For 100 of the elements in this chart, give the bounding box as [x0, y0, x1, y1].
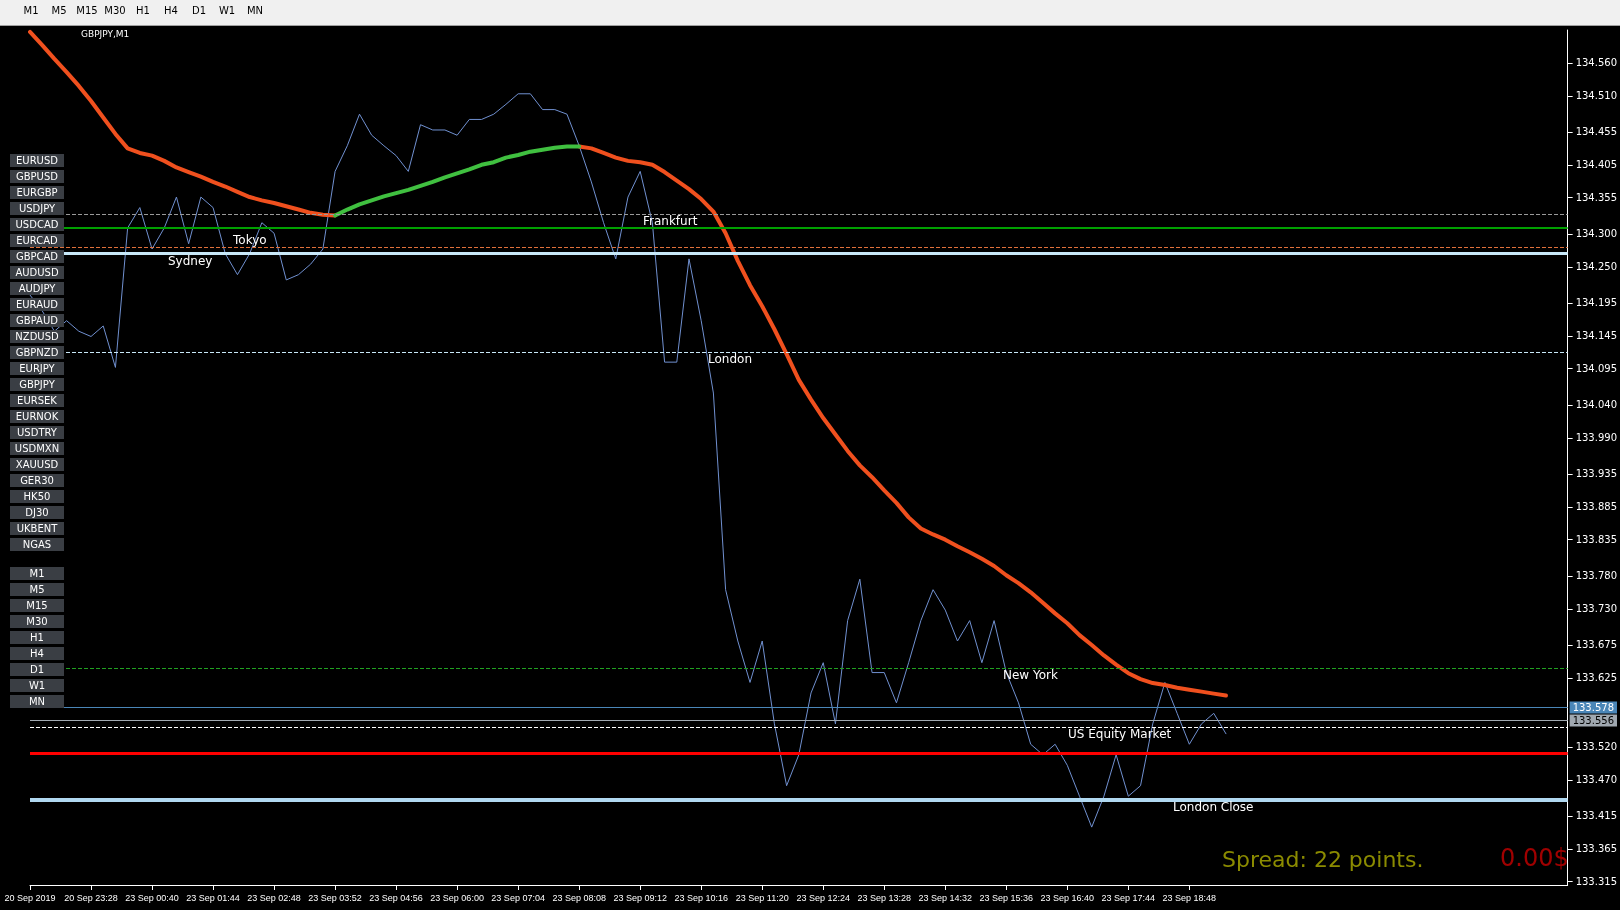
annotation: M5: [10, 583, 64, 596]
ref-line-label: Sydney: [168, 253, 213, 268]
text: MN: [245, 5, 265, 16]
x-tick-label: 20 Sep 2019: [4, 892, 56, 903]
y-tick-label: 134.195: [1575, 297, 1618, 309]
annotation: HK50: [10, 490, 64, 503]
annotation: DJ30: [10, 506, 64, 519]
x-tick-label: 23 Sep 17:44: [1101, 892, 1156, 903]
annotation: NGAS: [10, 538, 64, 551]
text: M1: [22, 5, 40, 16]
x-tick-label: 23 Sep 00:40: [125, 892, 179, 903]
x-tick-label: 23 Sep 06:00: [430, 892, 484, 903]
annotation: GBPJPY: [10, 378, 64, 391]
x-tick-label: 23 Sep 16:40: [1040, 892, 1095, 903]
annotation: NZDUSD: [10, 330, 64, 343]
y-tick-label: 133.470: [1575, 774, 1618, 786]
text: D1: [190, 5, 208, 16]
ref-line-label: 133.578: [1572, 701, 1615, 713]
annotation: W1: [10, 679, 64, 692]
annotation: M15: [10, 599, 64, 612]
y-tick-label: 133.885: [1575, 501, 1618, 513]
x-tick-label: 23 Sep 11:20: [735, 892, 789, 903]
y-tick-label: 133.935: [1575, 468, 1618, 480]
x-tick-label: 23 Sep 10:16: [674, 892, 728, 903]
x-tick-label: 23 Sep 15:36: [979, 892, 1034, 903]
x-tick-label: 23 Sep 02:48: [247, 892, 301, 903]
annotation: GBPUSD: [10, 170, 64, 183]
x-tick-label: 23 Sep 08:08: [552, 892, 606, 903]
text: H1: [135, 5, 151, 16]
text: M5: [50, 5, 68, 16]
annotation: UKBENT: [10, 522, 64, 535]
y-tick-label: 133.625: [1575, 672, 1618, 684]
x-tick-label: 23 Sep 01:44: [186, 892, 240, 903]
y-tick-label: 133.415: [1575, 810, 1618, 822]
annotation: EURGBP: [10, 186, 64, 199]
y-tick-label: 134.300: [1575, 228, 1618, 240]
y-tick-label: 134.510: [1575, 90, 1618, 102]
y-tick-label: 134.040: [1575, 399, 1618, 411]
annotation: GER30: [10, 474, 64, 487]
annotation: EURCAD: [10, 234, 64, 247]
y-tick-label: 133.520: [1575, 741, 1618, 753]
annotation: Spread: 22 points.: [1222, 846, 1424, 872]
annotation: EURSEK: [10, 394, 64, 407]
y-tick-label: 134.250: [1575, 261, 1618, 273]
annotation: USDMXN: [10, 442, 64, 455]
annotation: GBPCAD: [10, 250, 64, 263]
annotation: USDJPY: [10, 202, 64, 215]
annotation: MN: [10, 695, 64, 708]
y-tick-label: 134.095: [1575, 363, 1618, 375]
y-tick-label: 133.365: [1575, 843, 1618, 855]
y-tick-label: 133.990: [1575, 432, 1618, 444]
annotation: AUDJPY: [10, 282, 64, 295]
annotation: USDTRY: [10, 426, 64, 439]
x-tick-label: 23 Sep 03:52: [308, 892, 362, 903]
ref-line-label: London: [708, 352, 752, 367]
annotation: XAUUSD: [10, 458, 64, 471]
y-tick-label: 134.405: [1575, 159, 1618, 171]
x-tick-label: 20 Sep 23:28: [64, 892, 118, 903]
annotation: EURUSD: [10, 154, 64, 167]
x-tick-label: 23 Sep 12:24: [796, 892, 851, 903]
x-tick-label: 23 Sep 09:12: [613, 892, 667, 903]
text: H4: [163, 5, 179, 16]
annotation: USDCAD: [10, 218, 64, 231]
ref-line-label: Frankfurt: [643, 214, 698, 229]
ref-line-label: Tokyo: [232, 233, 267, 248]
y-tick-label: 133.675: [1575, 639, 1618, 651]
y-tick-label: 133.835: [1575, 534, 1618, 546]
ref-line-label: London Close: [1173, 799, 1254, 814]
annotation: AUDUSD: [10, 266, 64, 279]
annotation: D1: [10, 663, 64, 676]
text: M15: [75, 5, 99, 16]
annotation: 0.00$: [1500, 844, 1569, 872]
y-tick-label: 133.730: [1575, 603, 1618, 615]
x-tick-label: 23 Sep 07:04: [491, 892, 545, 903]
ref-line-label: New York: [1003, 667, 1058, 682]
annotation: H1: [10, 631, 64, 644]
y-tick-label: 134.145: [1575, 330, 1618, 342]
annotation: EURAUD: [10, 298, 64, 311]
y-tick-label: 134.560: [1575, 57, 1618, 69]
y-tick-label: 134.455: [1575, 126, 1618, 138]
annotation: H4: [10, 647, 64, 660]
x-tick-label: 23 Sep 18:48: [1162, 892, 1217, 903]
y-tick-label: 134.355: [1575, 192, 1618, 204]
ref-line-label: US Equity Market: [1068, 727, 1172, 742]
annotation: EURNOK: [10, 410, 64, 423]
line-series: [333, 144, 582, 218]
y-tick-label: 133.315: [1575, 876, 1618, 888]
annotation: GBPNZD: [10, 346, 64, 359]
text: W1: [217, 5, 237, 16]
annotation: EURJPY: [10, 362, 64, 375]
ref-line-label: 133.556: [1572, 715, 1615, 727]
annotation: M30: [10, 615, 64, 628]
annotation: M1: [10, 567, 64, 580]
annotation: GBPAUD: [10, 314, 64, 327]
y-tick-label: 133.780: [1575, 570, 1618, 582]
text: M30: [103, 5, 127, 16]
x-tick-label: 23 Sep 13:28: [857, 892, 912, 903]
chart-title: GBPJPY,M1: [81, 28, 130, 39]
x-tick-label: 23 Sep 14:32: [918, 892, 973, 903]
x-tick-label: 23 Sep 04:56: [369, 892, 423, 903]
